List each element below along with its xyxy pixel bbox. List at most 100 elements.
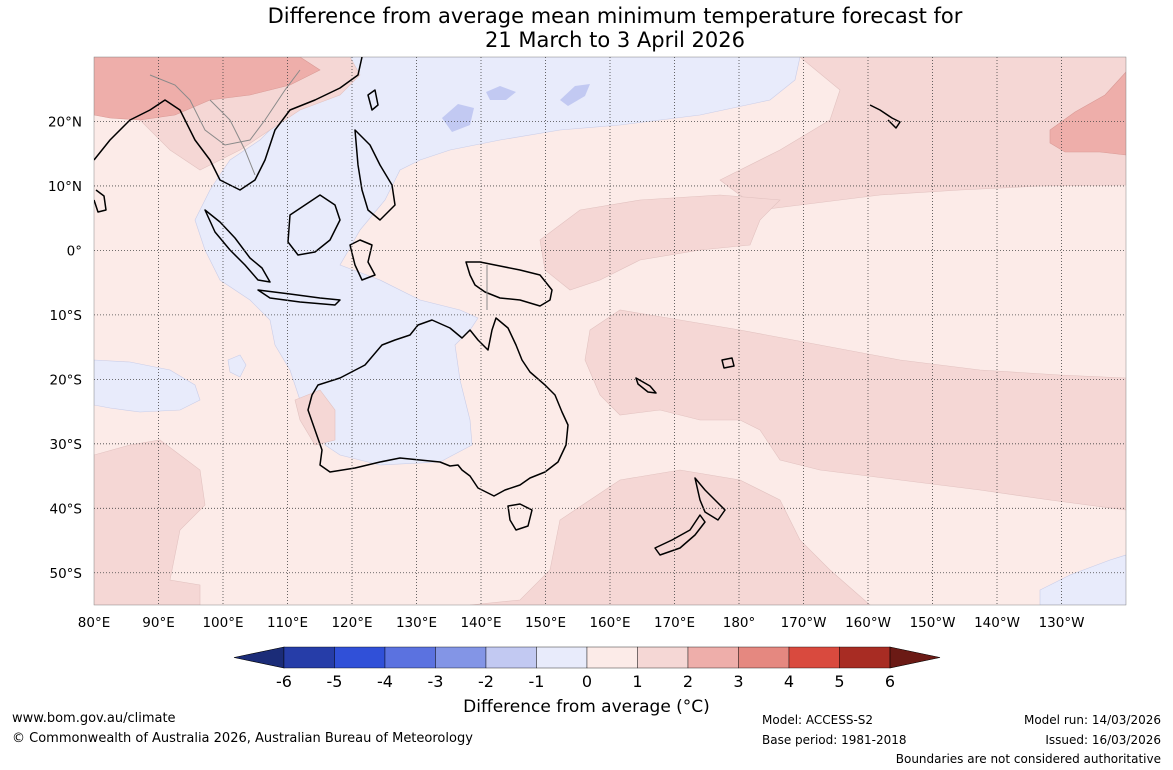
anomaly-patch-minus2-c — [560, 84, 590, 106]
colorbar-tick-label: -5 — [327, 672, 343, 691]
anomaly-patch-wa — [294, 389, 336, 446]
disclaimer-text: Boundaries are not considered authoritat… — [895, 752, 1161, 766]
latitude-labels: 20°N 10°N 0° 10°S 20°S 30°S 40°S 50°S — [48, 114, 82, 581]
longitude-label: 130°W — [1039, 615, 1085, 631]
colorbar-swatch — [738, 646, 790, 669]
colorbar-swatch — [334, 646, 386, 669]
coastline-new-zealand-south — [654, 514, 706, 556]
latitude-label: 20°N — [48, 114, 82, 130]
coastline-taiwan — [367, 89, 379, 111]
anomaly-patch-indian-ocean — [94, 359, 201, 413]
colorbar-tick-label: 2 — [683, 672, 693, 691]
coastline-sulawesi — [349, 239, 376, 281]
longitude-label: 120°E — [331, 615, 372, 631]
anomaly-region-plus2-east-pacific — [1049, 71, 1126, 156]
latitude-label: 10°S — [50, 308, 83, 324]
coastline-sri-lanka — [94, 189, 107, 213]
longitude-label: 140°W — [974, 615, 1020, 631]
longitude-label: 100°E — [202, 615, 243, 631]
coastlines — [94, 57, 901, 556]
longitude-label: 160°E — [589, 615, 630, 631]
anomaly-patch-minus2-a — [442, 104, 474, 132]
base-period-label: Base period: 1981-2018 — [762, 733, 907, 747]
anomaly-region-southern-indian — [94, 439, 206, 605]
longitude-label: 170°W — [781, 615, 827, 631]
anomaly-patch-small — [227, 354, 247, 378]
longitude-label: 110°E — [267, 615, 308, 631]
anomaly-region-minus1-to-0 — [194, 57, 801, 466]
coastline-sumatra — [204, 209, 271, 283]
copyright-text: © Commonwealth of Australia 2026, Austra… — [12, 731, 473, 746]
longitude-label: 140°E — [460, 615, 501, 631]
anomaly-region-north-pacific — [719, 57, 1126, 211]
latitude-label: 20°S — [50, 372, 83, 388]
longitude-label: 90°E — [142, 615, 174, 631]
border-se-asia — [149, 69, 301, 146]
coastline-asia — [94, 57, 363, 191]
colorbar-tick-label: -4 — [377, 672, 393, 691]
coastline-new-zealand-north — [694, 477, 726, 521]
coastline-philippines — [354, 129, 396, 221]
website-link[interactable]: www.bom.gov.au/climate — [12, 711, 176, 726]
colorbar-extend-high — [889, 646, 941, 669]
map-title: Difference from average mean minimum tem… — [0, 4, 1173, 52]
colorbar-swatch — [839, 646, 891, 669]
colorbar-extend-low — [233, 646, 285, 669]
latitude-label: 50°S — [50, 566, 83, 582]
anomaly-region-tasman — [469, 469, 871, 605]
anomaly-region-south-pacific — [584, 309, 1126, 511]
coastline-fiji — [721, 357, 735, 369]
issued-label: Issued: 16/03/2026 — [1045, 733, 1161, 747]
colorbar-swatch — [637, 646, 689, 669]
coastline-java — [257, 289, 341, 306]
legend-title: Difference from average (°C) — [463, 697, 710, 717]
colorbar: -6 -5 -4 -3 -2 -1 0 1 2 3 4 5 6 — [233, 646, 941, 691]
coastline-tasmania — [507, 503, 533, 531]
longitude-label: 150°W — [910, 615, 956, 631]
colorbar-tick-label: 4 — [784, 672, 794, 691]
colorbar-swatch — [384, 646, 436, 669]
coastline-new-caledonia — [635, 377, 657, 394]
colorbar-tick-label: -3 — [428, 672, 444, 691]
colorbar-tick-label: -1 — [529, 672, 545, 691]
colorbar-tick-label: 0 — [582, 672, 592, 691]
latitude-label: 10°N — [48, 179, 82, 195]
latitude-label: 40°S — [50, 501, 83, 517]
latitude-label: 0° — [67, 243, 82, 259]
longitude-label: 150°E — [525, 615, 566, 631]
country-borders — [149, 69, 488, 310]
title-line-1: Difference from average mean minimum tem… — [267, 4, 963, 28]
longitude-labels: 80°E 90°E 100°E 110°E 120°E 130°E 140°E 150°E 16… — [78, 615, 1085, 631]
model-label: Model: ACCESS-S2 — [762, 713, 874, 727]
anomaly-patch-southeast — [1039, 554, 1126, 605]
latitude-label: 30°S — [50, 437, 83, 453]
coastline-borneo — [287, 194, 341, 256]
longitude-label: 180° — [723, 615, 756, 631]
coastline-new-guinea — [465, 261, 553, 307]
longitude-label: 80°E — [78, 615, 110, 631]
anomaly-field — [94, 57, 1126, 605]
gridlines — [94, 57, 1126, 605]
longitude-label: 130°E — [396, 615, 437, 631]
colorbar-swatch — [485, 646, 537, 669]
colorbar-swatch — [283, 646, 335, 669]
coastline-hawaii — [869, 104, 901, 129]
border-indochina — [209, 99, 256, 176]
colorbar-swatch — [536, 646, 588, 669]
colorbar-tick-label: -2 — [478, 672, 494, 691]
coastline-australia — [307, 317, 569, 497]
colorbar-tick-label: 1 — [632, 672, 642, 691]
colorbar-tick-label: 5 — [834, 672, 844, 691]
colorbar-swatch — [788, 646, 840, 669]
colorbar-tick-label: -6 — [276, 672, 292, 691]
colorbar-tick-label: 3 — [733, 672, 743, 691]
title-line-2: 21 March to 3 April 2026 — [485, 28, 745, 52]
anomaly-region-equatorial-pacific — [539, 194, 781, 291]
colorbar-swatch — [586, 646, 638, 669]
longitude-label: 170°E — [654, 615, 695, 631]
colorbar-swatch — [435, 646, 487, 669]
colorbar-tick-label: 6 — [885, 672, 895, 691]
anomaly-patch-minus2-b — [486, 86, 516, 100]
longitude-label: 160°W — [845, 615, 891, 631]
